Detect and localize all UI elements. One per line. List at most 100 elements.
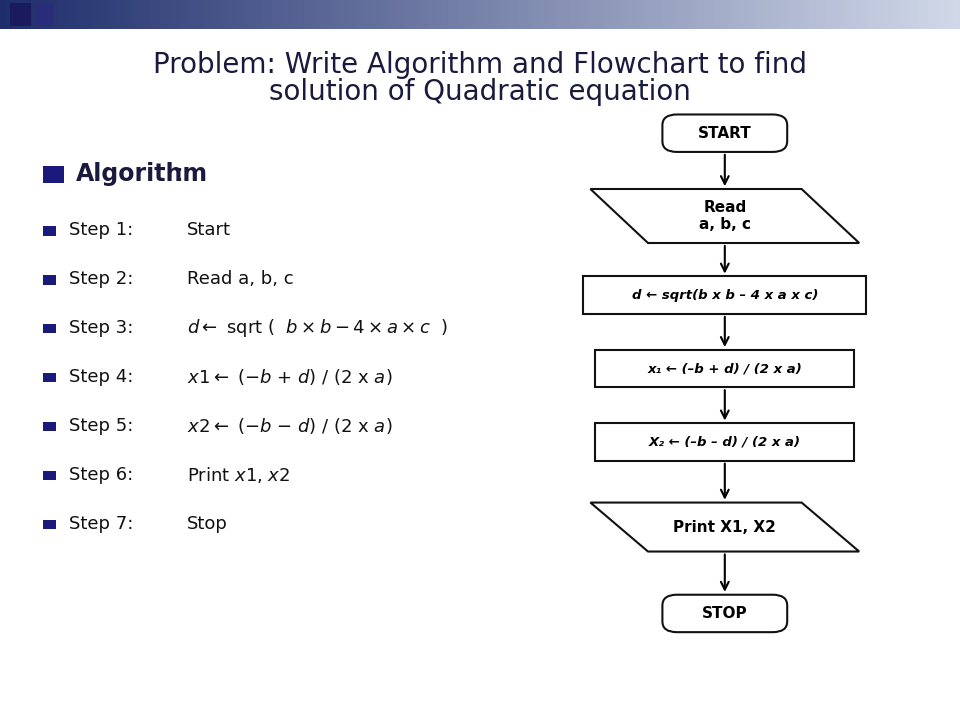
Bar [416, 0, 420, 29]
Bar [195, 0, 199, 29]
Bar [176, 0, 180, 29]
Bar [413, 0, 416, 29]
Bar [569, 0, 573, 29]
Bar [780, 0, 784, 29]
Bar [516, 0, 518, 29]
Bar [93, 0, 96, 29]
Bar [151, 0, 154, 29]
Bar [365, 0, 368, 29]
Bar [339, 0, 343, 29]
Bar [861, 0, 864, 29]
Bar [10, 0, 12, 29]
Bar [595, 0, 598, 29]
Bar [713, 0, 717, 29]
Bar [396, 0, 400, 29]
Bar [806, 0, 809, 29]
Bar [26, 0, 29, 29]
Bar [823, 0, 826, 29]
Bar [710, 0, 713, 29]
Bar [509, 0, 512, 29]
Bar [199, 0, 202, 29]
Bar [252, 0, 256, 29]
Bar [247, 0, 250, 29]
Bar [43, 166, 64, 183]
Bar [890, 0, 893, 29]
Bar [12, 0, 16, 29]
Bar [492, 0, 496, 29]
Bar [732, 0, 736, 29]
Text: $d \leftarrow$ sqrt (  $b \times b - 4 \times a \times c$  ): $d \leftarrow$ sqrt ( $b \times b - 4 \t… [187, 318, 448, 339]
Bar [468, 0, 470, 29]
Bar [675, 0, 679, 29]
Bar [170, 0, 173, 29]
Bar [771, 0, 775, 29]
Bar [900, 0, 902, 29]
Bar [694, 0, 698, 29]
Bar [621, 0, 624, 29]
Bar [540, 0, 544, 29]
Bar [874, 0, 876, 29]
Bar [36, 3, 54, 26]
Bar [314, 0, 317, 29]
Bar [624, 0, 627, 29]
Text: :: : [176, 162, 183, 186]
Bar [521, 0, 525, 29]
Bar [602, 0, 605, 29]
Bar [374, 0, 377, 29]
Bar [19, 0, 22, 29]
Bar [554, 0, 557, 29]
Bar [480, 0, 483, 29]
Bar [278, 0, 281, 29]
Text: solution of Quadratic equation: solution of Quadratic equation [269, 78, 691, 106]
Bar [256, 0, 259, 29]
Bar [838, 0, 842, 29]
Bar [262, 0, 266, 29]
Bar [579, 0, 583, 29]
Bar [58, 0, 60, 29]
Text: Read a, b, c: Read a, b, c [187, 270, 294, 288]
Bar [660, 0, 662, 29]
Bar [948, 0, 950, 29]
Bar [682, 0, 684, 29]
Bar [662, 0, 665, 29]
Text: Step 4:: Step 4: [69, 368, 133, 386]
Bar [842, 0, 845, 29]
Bar [84, 0, 86, 29]
Bar [74, 0, 77, 29]
Bar [144, 0, 147, 29]
Bar [688, 0, 691, 29]
Bar [192, 0, 195, 29]
Bar [51, 0, 55, 29]
Bar [3, 0, 7, 29]
Text: Stop: Stop [187, 516, 228, 533]
Bar [560, 0, 564, 29]
Bar [470, 0, 473, 29]
Bar [132, 0, 134, 29]
Bar [679, 0, 682, 29]
Bar [250, 0, 252, 29]
Bar [41, 0, 45, 29]
Bar [204, 0, 208, 29]
Bar [525, 0, 528, 29]
Bar [518, 0, 521, 29]
Bar [835, 0, 838, 29]
Bar [512, 0, 516, 29]
Text: d ← sqrt(b x b – 4 x a x c): d ← sqrt(b x b – 4 x a x c) [632, 289, 818, 302]
Bar [461, 0, 464, 29]
Bar [300, 0, 304, 29]
Bar [684, 0, 688, 29]
Bar [787, 0, 790, 29]
Bar [70, 0, 74, 29]
Bar [720, 0, 723, 29]
Bar [749, 0, 752, 29]
Bar [60, 0, 64, 29]
Text: $x2 \leftarrow$ ($-b$ $-$ $d$) / (2 x $a$): $x2 \leftarrow$ ($-b$ $-$ $d$) / (2 x $a… [187, 416, 393, 436]
FancyBboxPatch shape [662, 114, 787, 152]
Text: Step 3:: Step 3: [69, 320, 133, 337]
Bar [886, 0, 890, 29]
Bar [43, 275, 56, 284]
Bar [154, 0, 156, 29]
Bar [266, 0, 269, 29]
Bar [564, 0, 566, 29]
Bar [704, 0, 708, 29]
